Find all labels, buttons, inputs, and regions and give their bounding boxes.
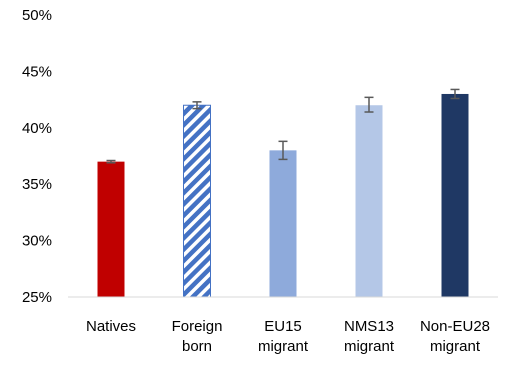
y-tick-label: 30% xyxy=(22,233,52,250)
y-tick-label: 40% xyxy=(22,120,52,137)
bar xyxy=(97,161,125,297)
x-tick-label: Foreign born xyxy=(172,318,223,355)
y-tick-label: 25% xyxy=(22,289,52,306)
bar xyxy=(269,150,297,297)
error-bar xyxy=(278,140,288,161)
y-tick-label: 35% xyxy=(22,176,52,193)
error-bar xyxy=(450,88,460,100)
x-axis: Natives Foreign born EU15 migrant NMS13 migran… xyxy=(86,318,490,355)
bar xyxy=(183,104,211,298)
error-bar xyxy=(106,159,116,164)
error-bar xyxy=(364,96,374,113)
bar xyxy=(441,93,469,298)
x-tick-label: EU15 migrant xyxy=(258,318,309,355)
y-axis: 25% 30% 35% 40% 45% 50% xyxy=(22,7,52,306)
y-tick-label: 50% xyxy=(22,7,52,24)
error-bar xyxy=(192,101,202,110)
y-tick-label: 45% xyxy=(22,63,52,80)
error-bars xyxy=(106,88,460,164)
bar xyxy=(355,105,383,298)
x-tick-label: Non-EU28 migrant xyxy=(420,318,490,355)
x-tick-label: NMS13 migrant xyxy=(344,318,395,355)
bars xyxy=(97,93,469,298)
x-tick-label: Natives xyxy=(86,318,136,335)
